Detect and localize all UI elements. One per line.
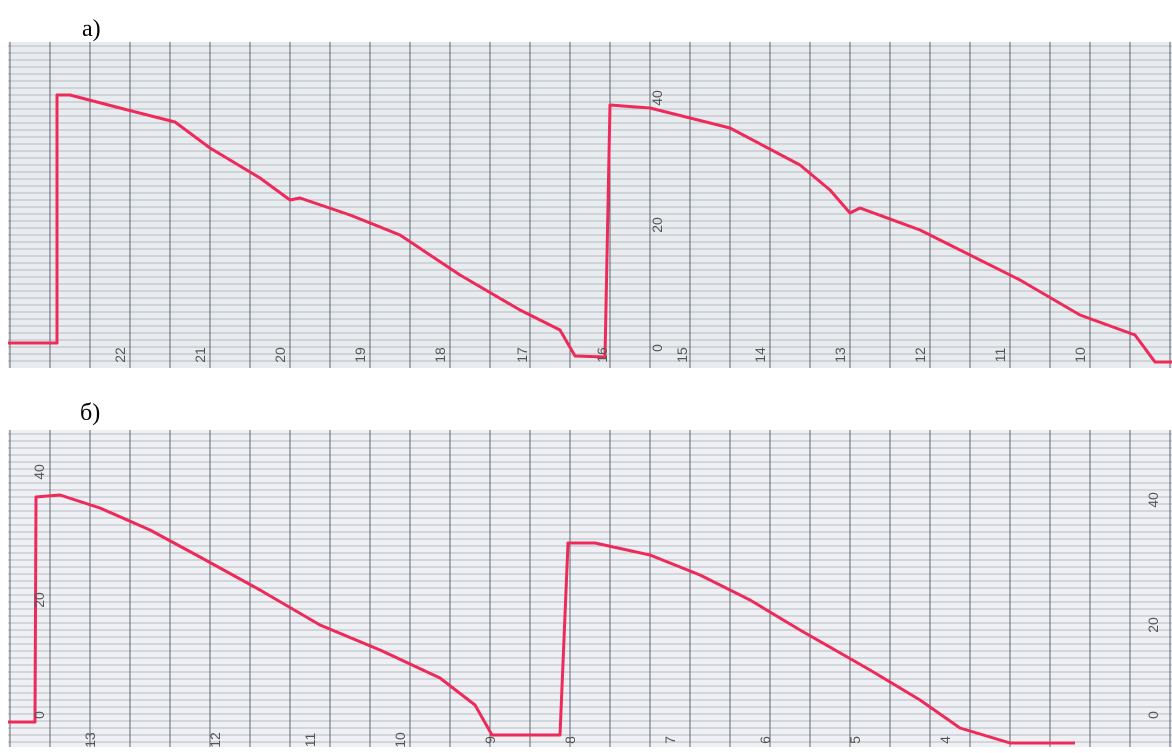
scale-number: 12 xyxy=(207,732,223,748)
scale-number: 21 xyxy=(192,347,208,363)
scale-number: 11 xyxy=(992,348,1008,363)
chart-paper-b xyxy=(8,430,1172,747)
scale-number: 6 xyxy=(757,736,773,744)
scale-number: 12 xyxy=(912,347,928,363)
scale-number: 7 xyxy=(662,736,678,744)
scale-number: 20 xyxy=(272,347,288,363)
scale-number: 17 xyxy=(514,347,530,363)
scale-number: 0 xyxy=(31,711,47,719)
scale-number: 20 xyxy=(649,217,665,233)
scale-number: 19 xyxy=(352,347,368,363)
scale-number: 15 xyxy=(674,347,690,363)
panel-label: а) xyxy=(82,16,101,42)
scale-number: 5 xyxy=(847,736,863,744)
scale-number: 22 xyxy=(112,347,128,363)
scale-number: 40 xyxy=(1145,492,1161,508)
scale-number: 4 xyxy=(937,736,953,744)
scale-number: 11 xyxy=(302,733,318,748)
scale-number: 40 xyxy=(649,90,665,106)
figure: а) б) 4020022212019181716151413121110402… xyxy=(0,0,1172,753)
scale-number: 16 xyxy=(594,347,610,363)
scale-number: 20 xyxy=(31,592,47,608)
scale-number: 18 xyxy=(432,347,448,363)
scale-number: 10 xyxy=(392,732,408,748)
scale-number: 10 xyxy=(1072,347,1088,363)
scale-number: 8 xyxy=(562,736,578,744)
scale-number: 0 xyxy=(649,344,665,352)
scale-number: 9 xyxy=(482,736,498,744)
scale-number: 40 xyxy=(31,464,47,480)
scale-number: 0 xyxy=(1145,711,1161,719)
panel-label: б) xyxy=(80,400,100,426)
scale-number: 13 xyxy=(82,732,98,748)
scale-number: 13 xyxy=(832,347,848,363)
scale-number: 20 xyxy=(1145,617,1161,633)
scale-number: 14 xyxy=(752,347,768,363)
